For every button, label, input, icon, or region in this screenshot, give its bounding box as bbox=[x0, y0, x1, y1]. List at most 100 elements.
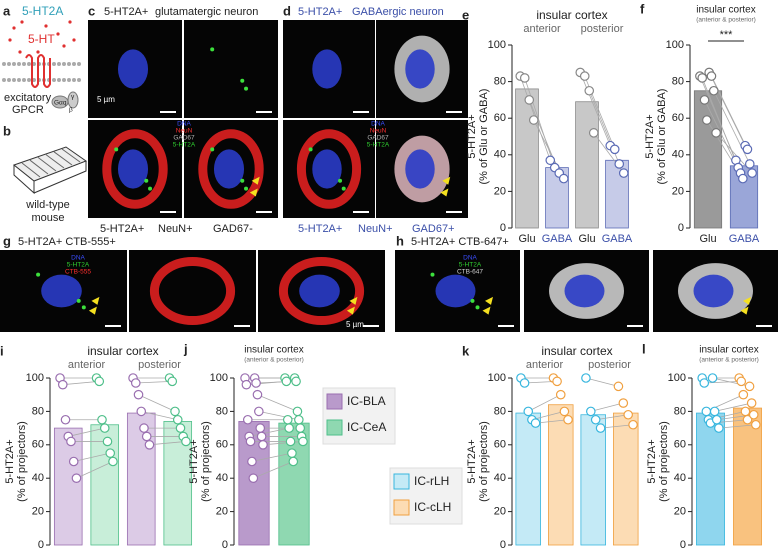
nucleus bbox=[435, 274, 476, 308]
arrowhead bbox=[346, 306, 355, 315]
data-point bbox=[258, 439, 268, 450]
y-axis-label: 5-HT2A+ bbox=[644, 114, 656, 158]
y-axis-label: (% of projectors) bbox=[200, 421, 212, 502]
lipid bbox=[67, 78, 71, 82]
data-point bbox=[746, 398, 757, 408]
data-point bbox=[523, 406, 534, 417]
nucleus bbox=[564, 274, 605, 308]
puncta bbox=[308, 147, 313, 152]
pair-line bbox=[600, 424, 634, 429]
data-point bbox=[251, 378, 261, 388]
nucleus bbox=[41, 274, 82, 308]
marker-label: 5-HT2A+ bbox=[298, 223, 342, 235]
data-point bbox=[614, 159, 625, 169]
lipid bbox=[72, 62, 76, 66]
panel-letter: k bbox=[462, 343, 470, 358]
data-point bbox=[294, 414, 304, 425]
y-tick-label: 0 bbox=[680, 539, 686, 551]
channel-label: DNA bbox=[463, 255, 477, 262]
ligand-label: 5-HT bbox=[28, 32, 55, 46]
y-axis-label: 5-HT2A+ bbox=[4, 439, 16, 483]
ligand-dot bbox=[44, 24, 48, 28]
chart-title: insular cortex bbox=[699, 345, 758, 356]
bar bbox=[53, 427, 83, 546]
bar bbox=[575, 101, 599, 229]
data-point bbox=[282, 414, 293, 425]
data-point bbox=[181, 436, 191, 447]
data-point bbox=[295, 423, 306, 433]
panel-letter: i bbox=[0, 343, 4, 358]
subunit-label: Gαq bbox=[54, 100, 67, 107]
pair-line bbox=[135, 380, 173, 384]
nucleus bbox=[312, 149, 342, 189]
arrowhead bbox=[743, 296, 751, 305]
panel-subtitle: GABAergic neuron bbox=[352, 6, 444, 18]
chart-title: insular cortex bbox=[244, 345, 303, 356]
x-tick-label: GABA bbox=[602, 233, 633, 245]
y-tick-label: 40 bbox=[494, 472, 506, 484]
ligand-dot bbox=[20, 20, 24, 24]
y-tick-label: 60 bbox=[494, 439, 506, 451]
data-point bbox=[66, 436, 76, 447]
cage-bar bbox=[21, 162, 41, 178]
y-axis-label: 5-HT2A+ bbox=[466, 439, 478, 483]
data-point bbox=[291, 376, 301, 387]
data-point bbox=[702, 115, 712, 125]
panel-title: 5-HT2A+ CTB-555+ bbox=[18, 236, 116, 248]
lipid bbox=[17, 62, 21, 66]
scale-label: 5 µm bbox=[97, 95, 115, 104]
bar bbox=[693, 90, 723, 229]
lipid bbox=[7, 78, 11, 82]
lipid bbox=[52, 78, 56, 82]
arrowhead bbox=[482, 306, 491, 315]
data-point bbox=[94, 376, 105, 387]
data-point bbox=[248, 473, 259, 483]
data-point bbox=[586, 406, 596, 417]
cage bbox=[13, 161, 87, 195]
lipid bbox=[2, 62, 6, 66]
panel-letter: g bbox=[3, 233, 11, 248]
data-point bbox=[292, 406, 303, 417]
legend-label: IC-rLH bbox=[414, 474, 449, 488]
panel-letter: c bbox=[88, 3, 95, 18]
data-point bbox=[545, 155, 556, 166]
cage-bar bbox=[61, 148, 81, 163]
puncta bbox=[341, 186, 346, 191]
bar bbox=[515, 88, 539, 229]
pair-line bbox=[531, 411, 565, 421]
pair-line bbox=[138, 394, 176, 412]
pair-line bbox=[68, 427, 105, 437]
y-tick-label: 60 bbox=[216, 439, 228, 451]
channel-label: NeuN bbox=[370, 128, 387, 135]
data-point bbox=[744, 159, 755, 169]
y-tick-label: 60 bbox=[494, 112, 506, 124]
panel-letter: l bbox=[642, 341, 646, 356]
ligand-dot bbox=[68, 20, 72, 24]
data-point bbox=[559, 406, 570, 417]
bar bbox=[613, 412, 639, 546]
data-point bbox=[519, 378, 530, 388]
data-point bbox=[595, 423, 606, 433]
data-point bbox=[242, 414, 253, 425]
data-point bbox=[68, 456, 79, 467]
data-point bbox=[584, 85, 595, 96]
y-tick-label: 100 bbox=[488, 39, 506, 51]
x-tick-label: Glu bbox=[578, 233, 595, 245]
y-tick-label: 100 bbox=[26, 372, 44, 384]
data-point bbox=[60, 414, 71, 425]
legend-swatch bbox=[326, 393, 343, 410]
cage-bar bbox=[29, 159, 49, 175]
caption: wild-type bbox=[25, 199, 69, 211]
data-point bbox=[699, 95, 710, 105]
pair-line bbox=[257, 394, 298, 412]
data-point bbox=[130, 378, 141, 388]
y-tick-label: 60 bbox=[672, 112, 684, 124]
panel-letter: d bbox=[283, 3, 291, 18]
nucleus bbox=[117, 49, 149, 89]
ligand-dot bbox=[36, 50, 40, 54]
puncta bbox=[240, 78, 245, 83]
channel-label: DNA bbox=[71, 255, 85, 262]
pair-line bbox=[524, 77, 556, 168]
y-tick-label: 20 bbox=[32, 506, 44, 518]
bar bbox=[733, 407, 762, 546]
